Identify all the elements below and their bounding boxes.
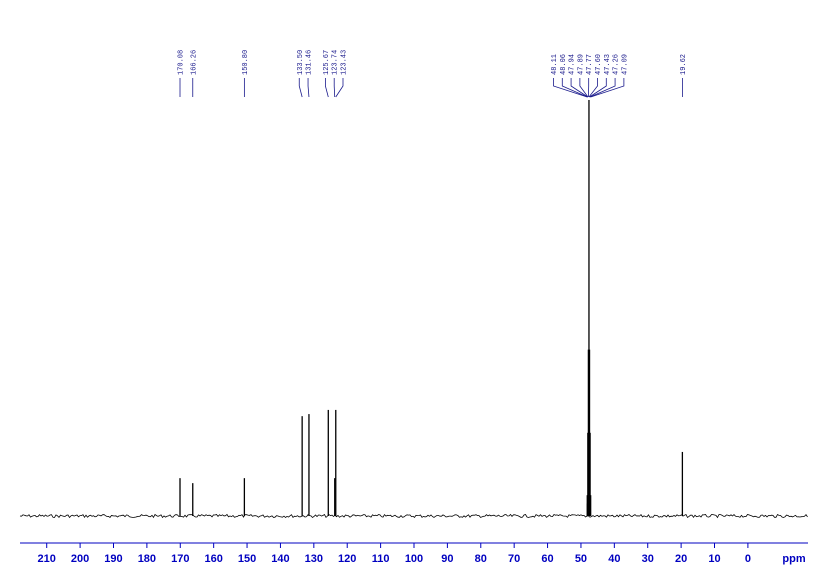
label-leader (588, 78, 598, 98)
label-leader (589, 78, 616, 98)
peak-label: 47.77 (586, 54, 594, 75)
x-tick-label: 40 (608, 553, 620, 565)
peak-label: 19.62 (680, 54, 688, 75)
peak-label: 47.43 (604, 54, 612, 75)
peak-label: 48.11 (551, 54, 559, 75)
peak-label: 131.46 (306, 50, 314, 75)
peak-label: 47.94 (569, 54, 577, 75)
x-tick-label: 120 (338, 553, 356, 565)
x-tick-label: 30 (642, 553, 654, 565)
x-tick-label: 60 (541, 553, 553, 565)
x-tick-label: 0 (745, 553, 751, 565)
peak-label: 125.67 (323, 50, 331, 75)
label-leader (589, 78, 607, 98)
baseline-noise (19, 513, 808, 519)
x-tick-label: 180 (138, 553, 156, 565)
peak-label: 47.09 (621, 54, 629, 75)
label-leader (590, 78, 625, 98)
label-leader (324, 78, 329, 98)
x-tick-label: 150 (238, 553, 256, 565)
x-tick-label: 90 (441, 553, 453, 565)
x-tick-label: 100 (405, 553, 423, 565)
label-leader (335, 78, 344, 98)
label-leader (579, 78, 589, 98)
x-tick-label: 50 (575, 553, 587, 565)
x-tick-label: 160 (204, 553, 222, 565)
label-leader (298, 78, 303, 98)
peak-label: 47.89 (577, 54, 585, 75)
x-tick-label: 200 (71, 553, 89, 565)
peak-label: 123.74 (332, 50, 340, 75)
label-leader (570, 78, 589, 98)
x-axis-label: ppm (782, 553, 805, 565)
peak-label: 47.26 (613, 54, 621, 75)
peak-label: 47.60 (595, 54, 603, 75)
x-tick-label: 140 (271, 553, 289, 565)
x-tick-label: 130 (305, 553, 323, 565)
x-tick-label: 210 (38, 553, 56, 565)
x-tick-label: 70 (508, 553, 520, 565)
x-tick-label: 110 (372, 553, 390, 565)
peak-label: 170.08 (178, 50, 186, 75)
x-tick-label: 80 (475, 553, 487, 565)
label-leader (561, 78, 588, 98)
x-tick-label: 10 (708, 553, 720, 565)
x-tick-label: 170 (171, 553, 189, 565)
x-tick-label: 190 (104, 553, 122, 565)
label-leader (307, 78, 310, 98)
peak-label: 133.50 (297, 50, 305, 75)
label-leader (553, 78, 588, 98)
label-leader (333, 78, 336, 98)
peak-label: 166.26 (190, 50, 198, 75)
peak-label: 123.43 (340, 50, 348, 75)
peak-label: 150.80 (242, 50, 250, 75)
x-tick-label: 20 (675, 553, 687, 565)
peak-label: 48.06 (560, 54, 568, 75)
